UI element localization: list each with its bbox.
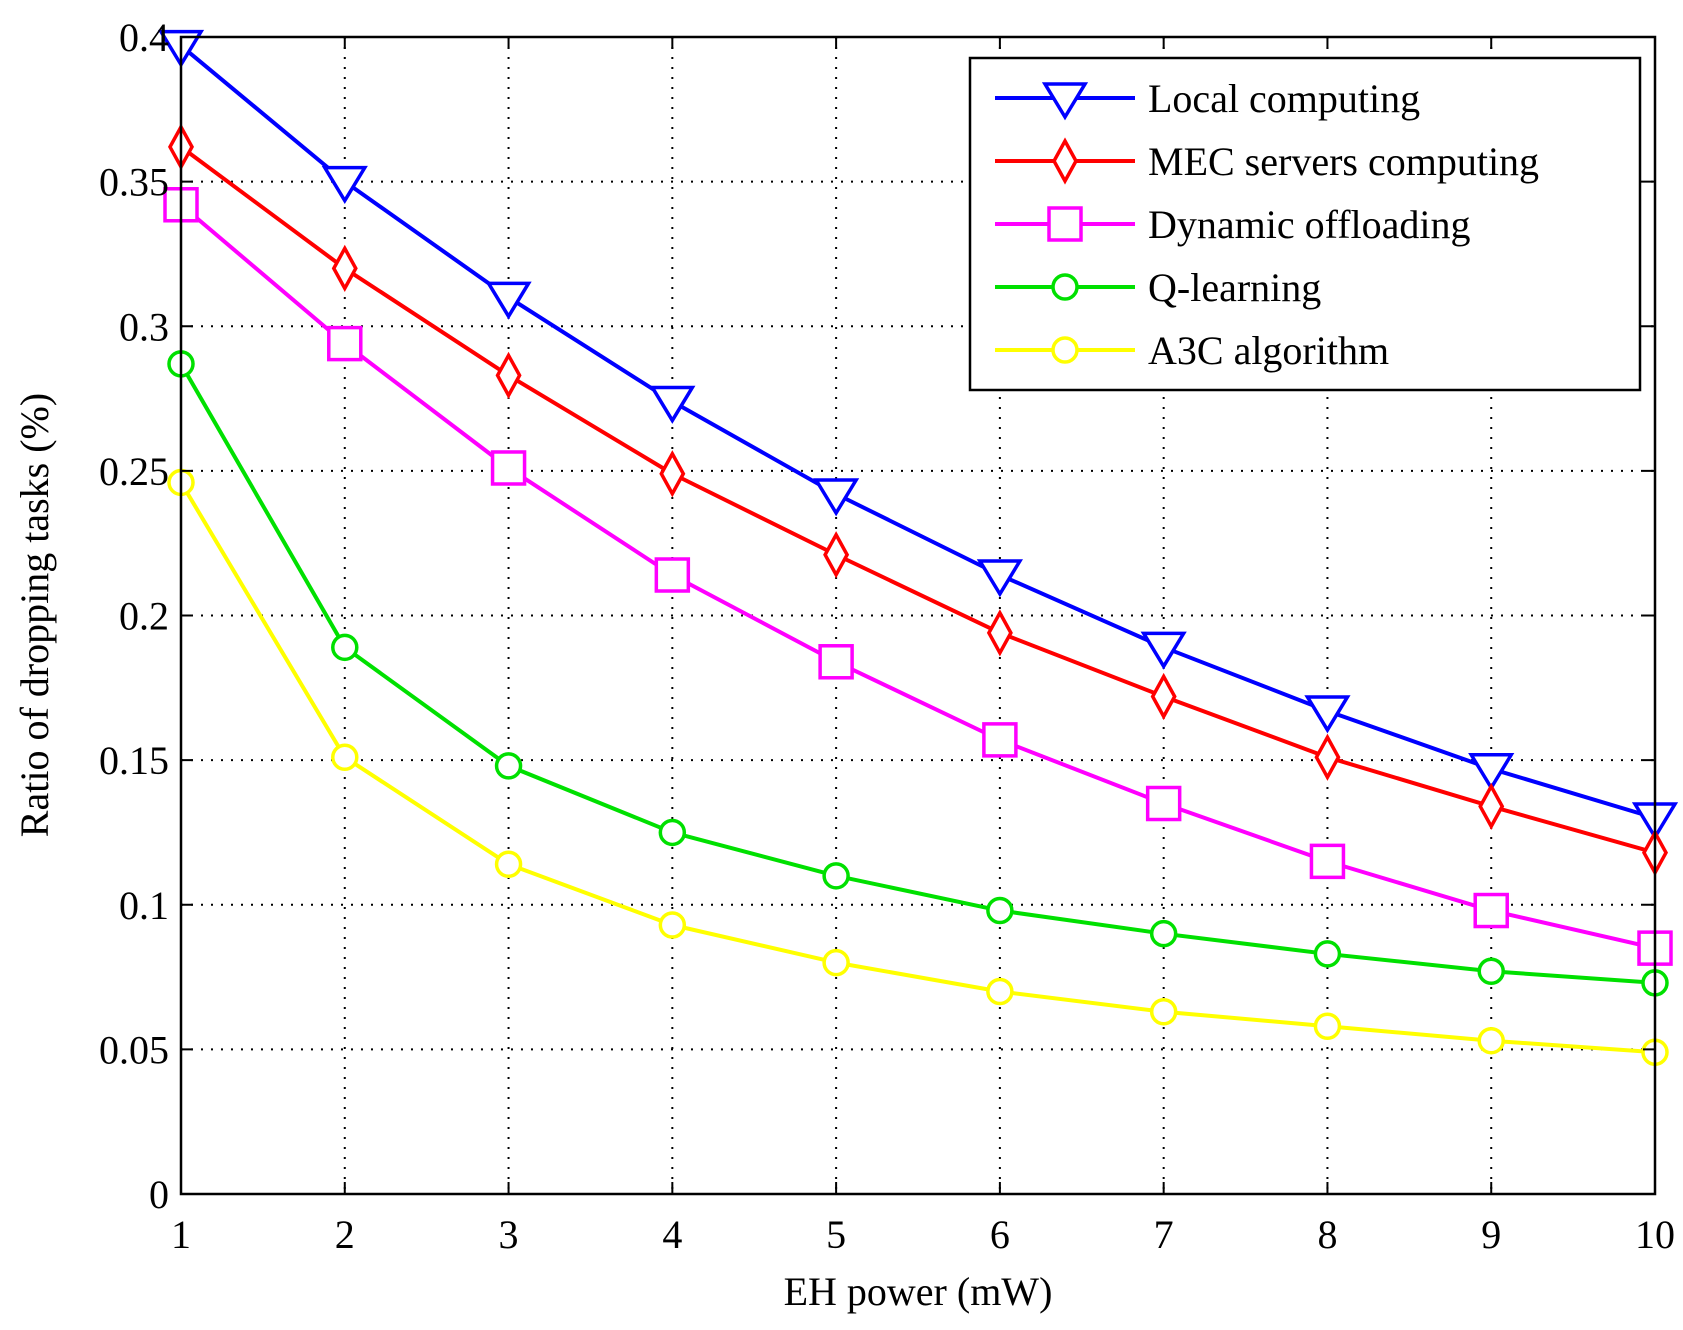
data-point xyxy=(818,644,854,680)
y-tick-label: 0.1 xyxy=(119,883,169,928)
series-1 xyxy=(157,29,1679,841)
data-point xyxy=(490,450,527,486)
series-line xyxy=(179,44,1656,820)
data-point xyxy=(494,752,523,780)
data-point xyxy=(327,325,363,362)
x-tick-label: 7 xyxy=(1154,1212,1174,1257)
data-point xyxy=(823,531,850,579)
data-point xyxy=(986,977,1014,1006)
y-tick-label: 0.25 xyxy=(99,449,169,494)
series-line xyxy=(179,145,1656,855)
x-tick-label: 3 xyxy=(499,1212,519,1257)
x-axis-tick-labels: 1 2 3 4 5 6 7 8 9 10 xyxy=(171,1212,1675,1257)
series-line xyxy=(179,362,1656,985)
legend-marker xyxy=(1051,336,1079,364)
legend-marker xyxy=(1051,273,1079,301)
legend-marker xyxy=(1052,137,1078,185)
data-point xyxy=(321,165,368,205)
series-5 xyxy=(167,468,1669,1067)
data-point xyxy=(822,948,850,977)
data-point xyxy=(658,818,687,847)
x-tick-label: 5 xyxy=(826,1212,846,1257)
data-point xyxy=(1477,1026,1505,1055)
data-point xyxy=(1468,753,1515,792)
data-point xyxy=(1149,998,1178,1026)
data-point xyxy=(331,244,358,293)
x-tick-label: 1 xyxy=(171,1212,191,1257)
legend-item: Local computing xyxy=(995,76,1420,121)
x-tick-label: 8 xyxy=(1317,1212,1337,1257)
series-line xyxy=(179,203,1656,951)
data-point xyxy=(331,743,359,771)
data-point xyxy=(1140,631,1187,670)
x-tick-label: 4 xyxy=(662,1212,682,1257)
legend-item: MEC servers computing xyxy=(995,137,1539,185)
data-point xyxy=(982,722,1018,758)
legend-marker xyxy=(1041,82,1089,121)
data-point xyxy=(986,609,1013,657)
legend-item: Q-learning xyxy=(995,265,1321,310)
series-line xyxy=(179,481,1656,1055)
data-point xyxy=(1478,782,1505,831)
y-tick-label: 0.05 xyxy=(99,1027,169,1072)
axis-ticks xyxy=(180,36,1656,1195)
data-point xyxy=(654,557,691,593)
data-point xyxy=(658,911,687,939)
data-point xyxy=(1477,957,1505,986)
legend-items: Local computing MEC servers computing Dyna… xyxy=(995,76,1539,373)
legend-label: A3C algorithm xyxy=(1148,328,1389,373)
y-tick-label: 0.4 xyxy=(119,15,169,60)
y-tick-label: 0.35 xyxy=(99,160,169,205)
y-tick-label: 0 xyxy=(149,1172,169,1217)
data-point xyxy=(495,351,522,400)
x-tick-label: 9 xyxy=(1481,1212,1501,1257)
legend-label: Q-learning xyxy=(1148,265,1321,310)
y-axis-label: Ratio of dropping tasks (%) xyxy=(12,393,57,837)
data-point xyxy=(1309,843,1346,880)
legend-marker xyxy=(1047,206,1083,242)
x-tick-label: 10 xyxy=(1635,1212,1675,1257)
data-point xyxy=(976,559,1023,598)
data-point xyxy=(1149,919,1178,948)
data-point xyxy=(813,478,860,517)
x-tick-label: 2 xyxy=(335,1212,355,1257)
legend-label: Dynamic offloading xyxy=(1148,202,1471,247)
series-4 xyxy=(167,350,1669,997)
data-point xyxy=(1473,892,1509,929)
series-2 xyxy=(168,123,1668,877)
data-point xyxy=(1314,733,1341,781)
data-point xyxy=(1304,695,1351,734)
x-tick-label: 6 xyxy=(990,1212,1010,1257)
data-point xyxy=(659,450,686,498)
legend-label: Local computing xyxy=(1148,76,1420,121)
data-point xyxy=(649,385,696,424)
data-point xyxy=(494,850,523,879)
data-point xyxy=(1145,785,1182,822)
legend-item: A3C algorithm xyxy=(995,328,1389,373)
y-axis-tick-labels: 0 0.05 0.1 0.15 0.2 0.25 0.3 0.35 0.4 xyxy=(99,15,169,1217)
legend: Local computing MEC servers computing Dyna… xyxy=(968,56,1642,392)
data-point xyxy=(485,281,532,320)
y-tick-label: 0.15 xyxy=(99,738,169,783)
x-axis-label: EH power (mW) xyxy=(784,1269,1053,1314)
data-point xyxy=(1150,672,1177,721)
legend-label: MEC servers computing xyxy=(1148,139,1539,184)
y-tick-label: 0.3 xyxy=(119,304,169,349)
data-point xyxy=(1313,1012,1342,1040)
data-point xyxy=(986,896,1014,925)
y-tick-label: 0.2 xyxy=(119,594,169,639)
data-point xyxy=(822,862,850,890)
data-point xyxy=(331,633,359,662)
data-point xyxy=(1313,940,1342,968)
legend-item: Dynamic offloading xyxy=(995,202,1471,247)
